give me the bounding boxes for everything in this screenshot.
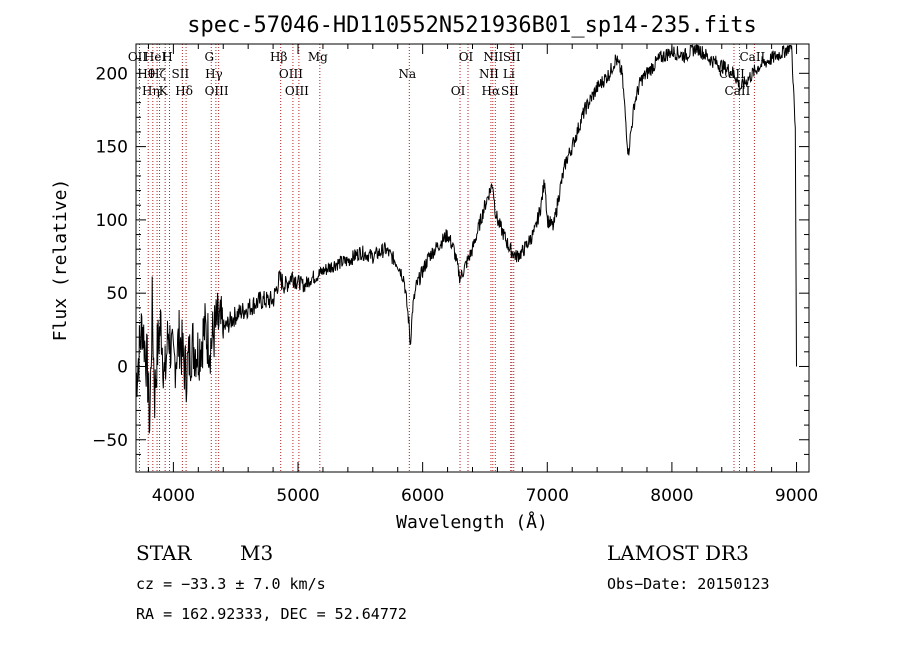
- reference-line-label: Hζ: [149, 67, 166, 81]
- reference-line-label: SII: [501, 84, 519, 98]
- reference-line-label: SII: [172, 67, 190, 81]
- reference-line-label: Hα: [482, 84, 501, 98]
- reference-line-label: OII: [128, 50, 148, 64]
- reference-lines-group: [138, 44, 755, 472]
- chart-title: spec-57046-HD110552N521936B01_sp14-235.f…: [187, 13, 757, 38]
- reference-line-label: Hθ: [137, 67, 155, 81]
- obs-date: Obs−Date: 20150123: [607, 575, 770, 593]
- object-type: STAR: [136, 541, 192, 565]
- reference-labels-group: OIIHθHηHeIHζKHSIIHδGHγOIIIHβOIIIOIIIMgNa…: [128, 50, 766, 98]
- y-axis-ticks: −50 0 50 100 150 200: [92, 58, 809, 455]
- reference-line-label: OIII: [205, 84, 229, 98]
- reference-line-label: OIII: [285, 84, 309, 98]
- reference-line-label: K: [159, 84, 169, 98]
- reference-line-label: NII: [479, 67, 499, 81]
- x-tick-label: 9000: [775, 486, 818, 506]
- spectral-subclass: M3: [240, 541, 273, 565]
- reference-line-label: Hη: [142, 84, 160, 98]
- survey-name: LAMOST DR3: [607, 541, 749, 565]
- x-tick-label: 7000: [526, 486, 569, 506]
- reference-line-label: OIII: [279, 67, 303, 81]
- x-axis-label: Wavelength (Å): [396, 511, 548, 533]
- x-tick-label: 5000: [276, 486, 319, 506]
- plot-frame: [135, 43, 810, 473]
- y-tick-label: −50: [92, 431, 128, 451]
- spectrum-line: [135, 44, 797, 434]
- reference-line-label: Na: [398, 67, 416, 81]
- reference-line-label: Li: [503, 67, 515, 81]
- y-axis-label: Flux (relative): [50, 179, 71, 342]
- x-tick-label: 8000: [650, 486, 693, 506]
- reference-line-label: HeI: [144, 50, 167, 64]
- spectrum-series-group: [135, 44, 797, 434]
- coordinates: RA = 162.92333, DEC = 52.64772: [136, 605, 407, 623]
- reference-line-label: Hγ: [205, 67, 223, 81]
- reference-line-label: Mg: [308, 50, 328, 64]
- reference-line-label: Hδ: [175, 84, 193, 98]
- y-tick-label: 200: [96, 64, 128, 84]
- reference-line-label: SII: [503, 50, 521, 64]
- reference-line-label: NII: [483, 50, 503, 64]
- reference-line-label: OI: [451, 84, 466, 98]
- y-tick-label: 100: [96, 211, 128, 231]
- reference-line-label: G: [204, 50, 214, 64]
- x-axis-ticks: 4000 5000 6000 7000 8000 9000: [147, 44, 818, 506]
- reference-line-label: CaII: [739, 50, 765, 64]
- reference-line-label: H: [162, 50, 172, 64]
- y-tick-label: 0: [117, 357, 128, 377]
- y-tick-label: 150: [96, 138, 128, 158]
- reference-line-label: OI: [459, 50, 474, 64]
- reference-line-label: Hβ: [270, 50, 287, 64]
- x-tick-label: 6000: [401, 486, 444, 506]
- x-tick-label: 4000: [152, 486, 195, 506]
- redshift-readout: cz = −33.3 ± 7.0 km/s: [136, 575, 326, 593]
- y-tick-label: 50: [106, 284, 128, 304]
